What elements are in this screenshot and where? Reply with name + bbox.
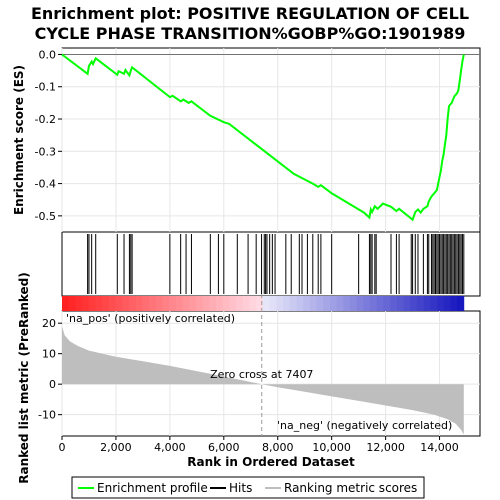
- color-bar-segment: [82, 296, 89, 311]
- color-bar-segment: [410, 296, 417, 311]
- color-bar-segment: [95, 296, 102, 311]
- es-y-tick-label: -0.1: [35, 81, 56, 94]
- color-bar-segment: [102, 296, 109, 311]
- color-bar-segment: [457, 296, 464, 311]
- color-bar-segment: [129, 296, 136, 311]
- color-bar-segment: [370, 296, 377, 311]
- color-bar-segment: [323, 296, 330, 311]
- color-bar-segment: [316, 296, 323, 311]
- color-bar-segment: [223, 296, 230, 311]
- plot-title-line-2: CYCLE PHASE TRANSITION%GOBP%GO:1901989: [35, 24, 466, 43]
- x-axis-label: Rank in Ordered Dataset: [187, 455, 355, 469]
- es-y-tick-label: 0.0: [39, 48, 57, 61]
- color-bar-segment: [290, 296, 297, 311]
- color-bar-segment: [203, 296, 210, 311]
- x-tick-label: 0: [59, 441, 66, 454]
- color-bar-segment: [283, 296, 290, 311]
- color-bar-segment: [330, 296, 337, 311]
- color-bar-segment: [69, 296, 76, 311]
- color-bar-segment: [189, 296, 196, 311]
- x-tick-label: 4,000: [154, 441, 186, 454]
- color-bar-segment: [243, 296, 250, 311]
- color-bar-segment: [122, 296, 129, 311]
- color-bar-segment: [276, 296, 283, 311]
- negative-correlation-label: 'na_neg' (negatively correlated): [277, 419, 452, 432]
- color-bar-segment: [450, 296, 457, 311]
- color-bar-segment: [156, 296, 163, 311]
- color-bar-segment: [62, 296, 69, 311]
- color-bar-segment: [116, 296, 123, 311]
- color-bar-segment: [377, 296, 384, 311]
- zero-cross-label: Zero cross at 7407: [210, 368, 313, 381]
- es-y-tick-label: -0.2: [35, 113, 56, 126]
- color-bar-segment: [424, 296, 431, 311]
- color-bar-segment: [196, 296, 203, 311]
- color-bar-segment: [250, 296, 257, 311]
- es-y-tick-label: -0.4: [35, 178, 56, 191]
- x-tick-label: 12,000: [366, 441, 405, 454]
- es-y-tick-label: -0.5: [35, 210, 56, 223]
- color-bar-segment: [216, 296, 223, 311]
- x-tick-label: 14,000: [420, 441, 459, 454]
- rank-color-bar: [62, 296, 464, 311]
- ranked-y-tick-label: 20: [42, 317, 56, 330]
- color-bar-segment: [363, 296, 370, 311]
- legend-ranking-label: Ranking metric scores: [284, 481, 417, 495]
- color-bar-segment: [209, 296, 216, 311]
- color-bar-segment: [350, 296, 357, 311]
- color-bar-segment: [296, 296, 303, 311]
- x-tick-label: 8,000: [262, 441, 294, 454]
- color-bar-segment: [109, 296, 116, 311]
- color-bar-segment: [417, 296, 424, 311]
- color-bar-segment: [149, 296, 156, 311]
- color-bar-segment: [183, 296, 190, 311]
- color-bar-segment: [136, 296, 143, 311]
- legend-enrichment-label: Enrichment profile: [97, 481, 208, 495]
- color-bar-segment: [176, 296, 183, 311]
- ranked-y-tick-label: 10: [42, 348, 56, 361]
- plot-title-line-1: Enrichment plot: POSITIVE REGULATION OF …: [31, 4, 469, 23]
- color-bar-segment: [444, 296, 451, 311]
- ranked-y-tick-label: 0: [49, 378, 56, 391]
- color-bar-segment: [310, 296, 317, 311]
- color-bar-segment: [343, 296, 350, 311]
- ranked-y-axis-label: Ranked list metric (PreRanked): [17, 272, 31, 484]
- color-bar-segment: [89, 296, 96, 311]
- color-bar-segment: [162, 296, 169, 311]
- es-y-tick-label: -0.3: [35, 145, 56, 158]
- color-bar-segment: [236, 296, 243, 311]
- color-bar-segment: [404, 296, 411, 311]
- color-bar-segment: [303, 296, 310, 311]
- legend-hits-label: Hits: [229, 481, 252, 495]
- x-tick-label: 10,000: [312, 441, 351, 454]
- color-bar-segment: [337, 296, 344, 311]
- es-y-axis-label: Enrichment score (ES): [12, 65, 26, 215]
- color-bar-segment: [75, 296, 82, 311]
- color-bar-segment: [270, 296, 277, 311]
- positive-correlation-label: 'na_pos' (positively correlated): [66, 312, 235, 325]
- color-bar-segment: [430, 296, 437, 311]
- color-bar-segment: [263, 296, 270, 311]
- color-bar-segment: [383, 296, 390, 311]
- x-tick-label: 2,000: [100, 441, 132, 454]
- color-bar-segment: [437, 296, 444, 311]
- color-bar-segment: [142, 296, 149, 311]
- ranked-y-tick-label: -10: [38, 409, 56, 422]
- color-bar-segment: [397, 296, 404, 311]
- color-bar-segment: [390, 296, 397, 311]
- color-bar-segment: [357, 296, 364, 311]
- color-bar-segment: [169, 296, 176, 311]
- color-bar-segment: [229, 296, 236, 311]
- x-tick-label: 6,000: [208, 441, 240, 454]
